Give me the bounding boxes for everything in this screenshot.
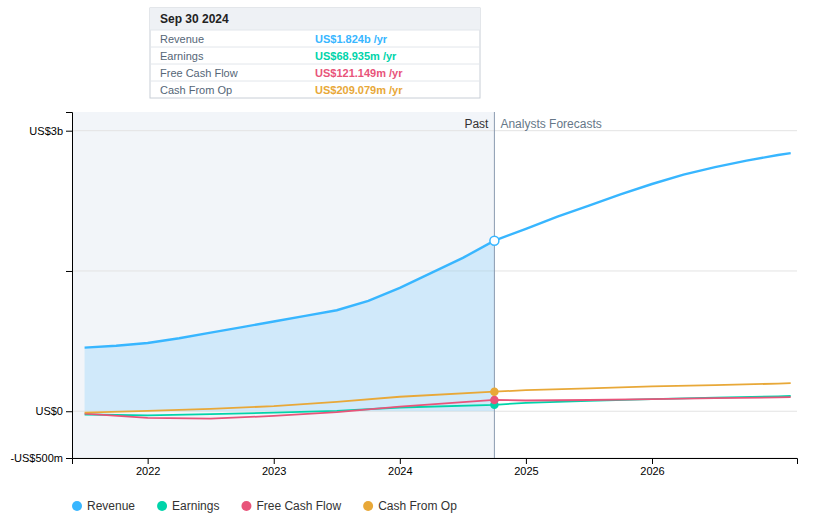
legend-item: Cash From Op — [363, 499, 457, 513]
x-tick: 2024 — [388, 458, 412, 477]
chart-container: 2022 2023 2024 2025 2026 -US$500m US$0 US$3b Pas… — [0, 0, 821, 524]
plot-area: 2022 2023 2024 2025 2026 -US$500m US$0 US$3b Pas… — [10, 112, 797, 477]
divider-point — [491, 388, 498, 395]
divider-point — [490, 236, 499, 245]
tooltip-row-label: Earnings — [160, 50, 204, 62]
y-tick-label: -US$500m — [10, 452, 63, 464]
tooltip-separator — [150, 47, 480, 48]
series-line — [85, 153, 791, 348]
legend-label: Cash From Op — [378, 499, 457, 513]
x-tick-mark — [148, 458, 149, 464]
tooltip-row-label: Cash From Op — [160, 84, 232, 96]
x-tick-label: 2022 — [136, 465, 160, 477]
grid-line — [72, 458, 797, 459]
tooltip-row-value: US$209.079m /yr — [315, 84, 403, 96]
x-tick-label: 2025 — [514, 465, 538, 477]
divider-point — [491, 396, 498, 403]
tooltip-row-value: US$68.935m /yr — [315, 50, 397, 62]
tooltip-row-label: Free Cash Flow — [160, 67, 238, 79]
series-line — [85, 397, 791, 419]
x-axis: 2022 2023 2024 2025 2026 — [73, 458, 798, 477]
tooltip-row-value: US$1.824b /yr — [315, 33, 388, 45]
x-tick-label: 2024 — [388, 465, 412, 477]
y-tick-label: US$3b — [29, 125, 63, 137]
legend-label: Earnings — [172, 499, 219, 513]
forecast-label: Analysts Forecasts — [500, 117, 601, 131]
revenue-area — [85, 241, 495, 412]
x-tick-mark — [400, 458, 401, 464]
tooltip-separator — [150, 30, 480, 31]
tooltip-title: Sep 30 2024 — [160, 12, 229, 26]
x-tick-label: 2026 — [640, 465, 664, 477]
y-tick: -US$500m — [10, 452, 72, 464]
x-tick: 2026 — [640, 458, 664, 477]
y-tick-mark — [66, 411, 72, 412]
legend-label: Revenue — [87, 499, 135, 513]
y-tick-label: US$0 — [35, 405, 63, 417]
tooltip-row-value: US$121.149m /yr — [315, 67, 403, 79]
tooltip-row-label: Revenue — [160, 33, 204, 45]
y-axis: -US$500m US$0 US$3b — [10, 113, 72, 465]
legend-swatch — [72, 501, 82, 511]
x-axis-line — [73, 459, 798, 465]
legend-item: Free Cash Flow — [241, 499, 341, 513]
tooltip: Sep 30 2024 Revenue US$1.824b /yr Earnings U… — [150, 8, 480, 98]
data-layer — [72, 112, 797, 458]
chart-svg: 2022 2023 2024 2025 2026 -US$500m US$0 US$3b Pas… — [0, 0, 821, 524]
legend-item: Revenue — [72, 499, 135, 513]
legend-swatch — [241, 501, 251, 511]
x-tick-mark — [652, 458, 653, 464]
y-axis-line — [66, 113, 73, 459]
y-tick-mark — [66, 271, 72, 272]
x-tick-label: 2023 — [262, 465, 286, 477]
tooltip-box — [150, 8, 480, 98]
y-tick — [66, 271, 72, 272]
tooltip-header — [150, 8, 480, 30]
tooltip-separator — [150, 81, 480, 82]
x-tick: 2025 — [514, 458, 538, 477]
x-tick: 2023 — [262, 458, 286, 477]
tooltip-separator — [150, 64, 480, 65]
x-tick-mark — [274, 458, 275, 464]
grid — [72, 131, 797, 458]
series-line — [85, 383, 791, 412]
legend: Revenue Earnings Free Cash Flow Cash From O… — [72, 499, 457, 513]
y-tick-mark — [66, 131, 72, 132]
x-tick: 2022 — [136, 458, 160, 477]
legend-label: Free Cash Flow — [256, 499, 341, 513]
y-tick-mark — [66, 458, 72, 459]
legend-item: Earnings — [157, 499, 219, 513]
grid-line — [72, 130, 797, 131]
legend-swatch — [363, 501, 373, 511]
y-tick: US$3b — [29, 125, 72, 137]
x-tick-mark — [526, 458, 527, 464]
legend-swatch — [157, 501, 167, 511]
past-label: Past — [464, 117, 489, 131]
y-tick: US$0 — [35, 405, 72, 417]
